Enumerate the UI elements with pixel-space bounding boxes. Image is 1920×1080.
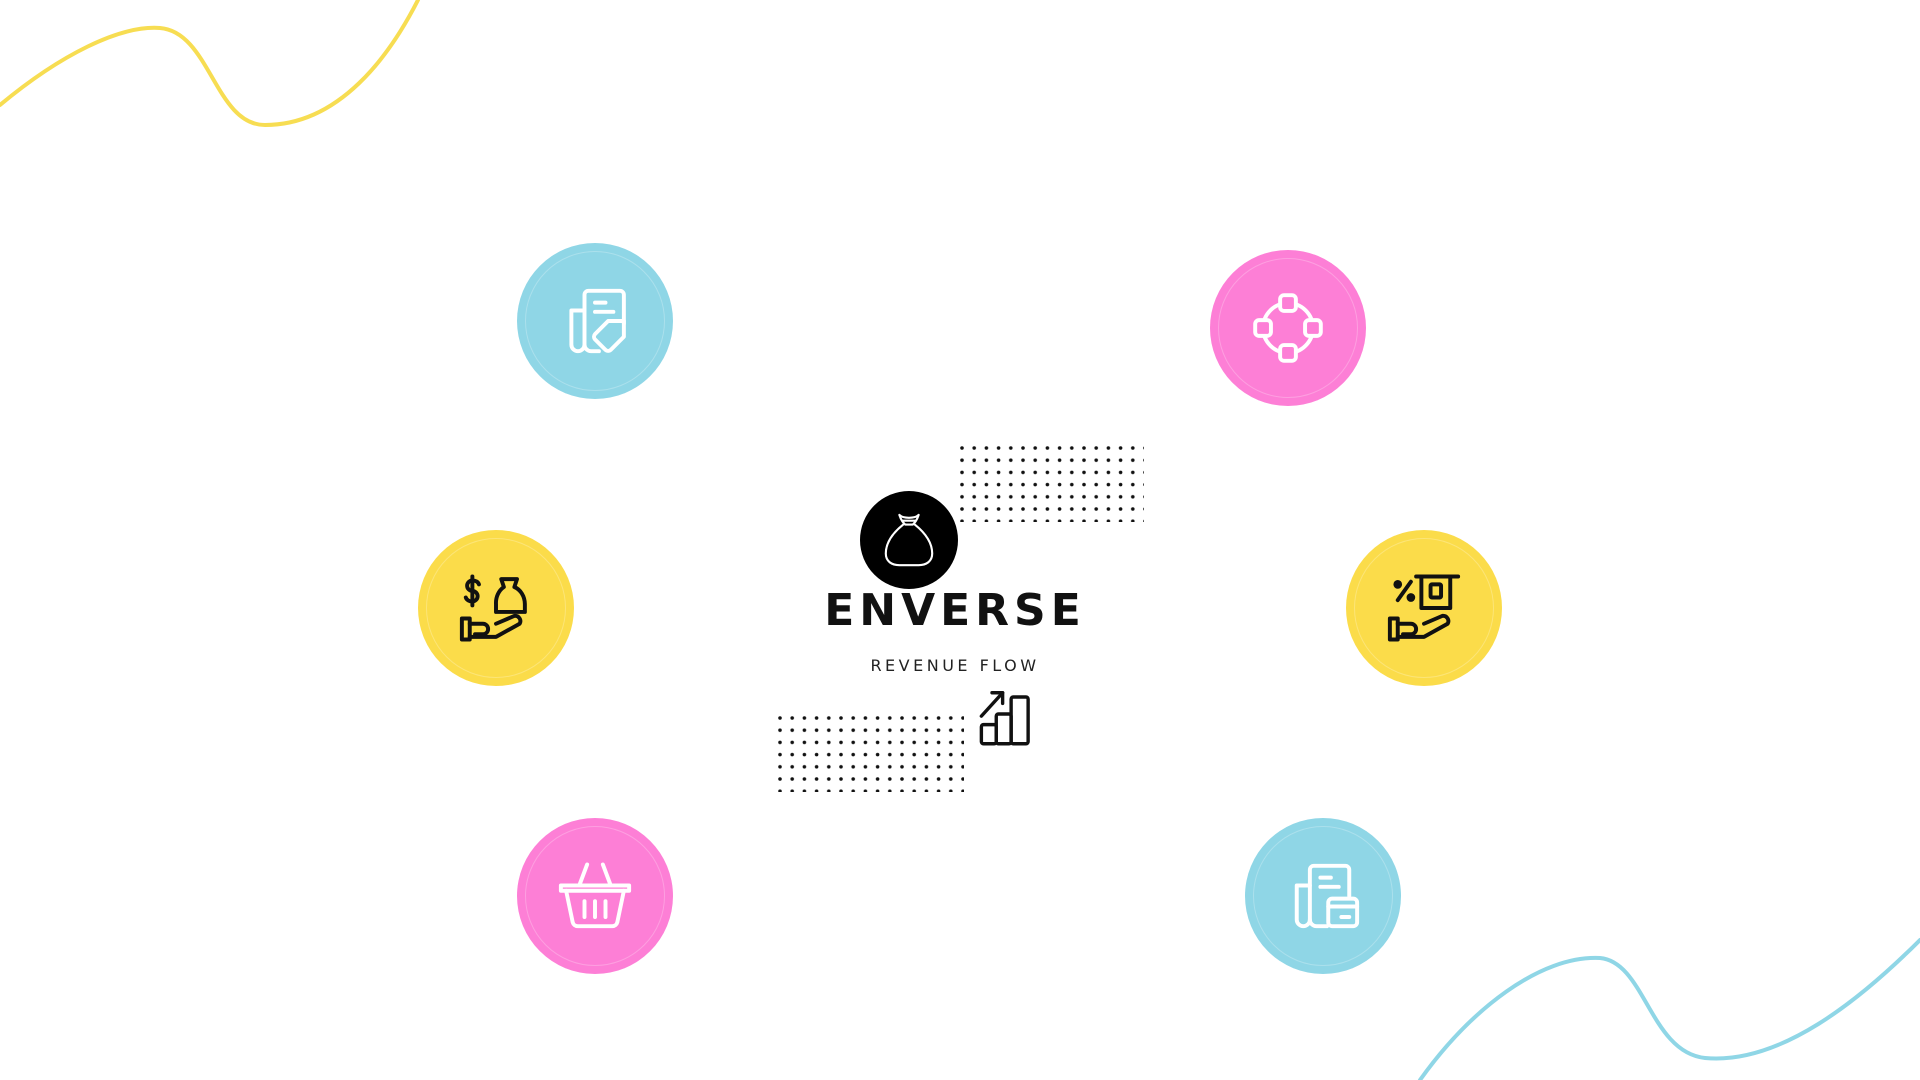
money-bag-icon bbox=[884, 513, 934, 567]
brand-name: ENVERSE bbox=[824, 585, 1086, 636]
growth-chart-icon bbox=[979, 691, 1030, 746]
network-cycle-icon bbox=[1253, 293, 1323, 363]
node-invoice-tag[interactable] bbox=[517, 243, 673, 399]
node-hand-money-bag[interactable] bbox=[418, 530, 574, 686]
node-hand-discount[interactable] bbox=[1346, 530, 1502, 686]
hand-money-bag-icon bbox=[459, 574, 527, 642]
blue-wave-curve bbox=[1418, 938, 1920, 1080]
node-shopping-basket[interactable] bbox=[517, 818, 673, 974]
node-network-cycle[interactable] bbox=[1210, 250, 1366, 406]
invoice-tag-icon bbox=[569, 288, 626, 354]
yellow-wave-curve bbox=[0, 0, 420, 128]
brand-badge bbox=[860, 491, 958, 589]
hand-discount-icon bbox=[1387, 574, 1461, 642]
dot-grid-top bbox=[960, 446, 1144, 522]
node-invoice-card[interactable] bbox=[1245, 818, 1401, 974]
invoice-card-icon bbox=[1294, 863, 1360, 929]
brand-tagline: REVENUE FLOW bbox=[870, 656, 1040, 675]
shopping-basket-icon bbox=[558, 862, 632, 929]
dot-grid-bottom bbox=[778, 716, 964, 792]
